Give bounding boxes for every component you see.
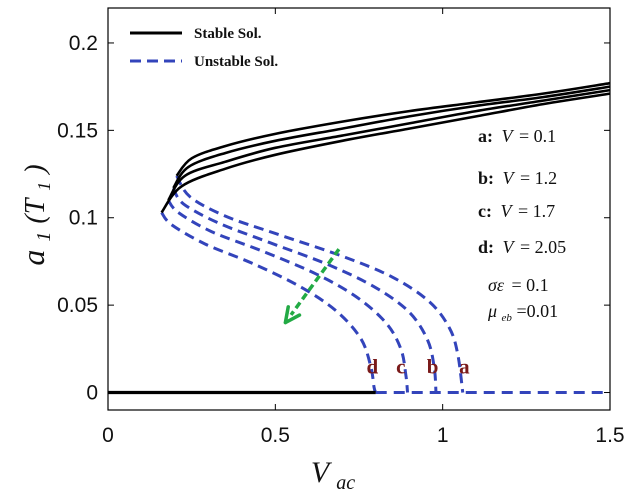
x-axis-title-sub: ac [336, 472, 355, 493]
y-axis-title-arg-sub: 1 [34, 182, 54, 191]
annotation-d: d: V = 2.05 [478, 237, 566, 257]
series-a-stable-line [175, 81, 611, 177]
plot-curves [108, 81, 611, 395]
constant-sigma-epsilon-var: σε [488, 275, 505, 295]
constant-mu-eb: μ eb =0.01 [487, 301, 558, 325]
annotation-a-value: = 0.1 [519, 126, 556, 146]
curve-label-a: a [459, 354, 470, 378]
x-axis-title: V ac [311, 456, 355, 493]
y-tick-label: 0.05 [57, 294, 98, 317]
y-axis-title-arg-close: ) [20, 164, 51, 175]
constant-mu-eb-sub: eb [502, 312, 513, 324]
legend-stable-label: Stable Sol. [194, 26, 262, 42]
parameter-annotations: a: V = 0.1 b: V = 1.2 c: V = 1.7 d: V = … [478, 126, 566, 325]
annotation-c: c: V = 1.7 [478, 201, 555, 221]
y-tick-label: 0.1 [69, 207, 98, 230]
series-b-unstable-line [171, 187, 438, 393]
x-tick-label: 0 [102, 424, 114, 447]
annotation-b-var: V [503, 168, 516, 188]
plot-frame [107, 7, 611, 411]
constant-sigma-epsilon: σε = 0.1 [488, 275, 549, 295]
series-a-unstable-line [175, 174, 465, 393]
annotation-b: b: V = 1.2 [478, 168, 557, 188]
trend-arrow [283, 248, 341, 325]
series-c-unstable-line [167, 199, 410, 393]
y-axis-title-sub: 1 [33, 232, 55, 242]
constant-sigma-epsilon-value: = 0.1 [511, 275, 548, 295]
y-axis-title: a 1 (T 1 ) [15, 164, 57, 265]
x-tick-label: 1.5 [595, 424, 624, 447]
trend-arrow-head [283, 305, 302, 325]
annotation-b-key: b: [478, 168, 494, 188]
annotation-a: a: V = 0.1 [478, 126, 556, 146]
annotation-d-var: V [503, 237, 516, 257]
annotation-d-value: = 2.05 [520, 237, 566, 257]
y-axis-title-arg: (T [20, 196, 51, 223]
series-d-stable-line [160, 92, 611, 214]
annotation-c-var: V [500, 201, 513, 221]
curve-label-b: b [427, 354, 439, 378]
annotation-c-key: c: [478, 201, 492, 221]
series-c-stable-line [167, 88, 611, 201]
y-axis-title-main: a [15, 250, 51, 266]
y-tick-label: 0.2 [69, 32, 98, 55]
trend-arrow-shaft [289, 248, 341, 316]
annotation-d-key: d: [478, 237, 494, 257]
annotation-a-var: V [502, 126, 515, 146]
annotation-a-key: a: [478, 126, 493, 146]
x-tick-label: 0.5 [261, 424, 290, 447]
curve-label-c: c [396, 354, 405, 378]
legend: Stable Sol. Unstable Sol. [130, 26, 278, 70]
axis-ticks: 0 0.5 1 1.5 0 0.05 0.1 0.15 0.2 [57, 8, 625, 447]
legend-unstable-label: Unstable Sol. [194, 54, 278, 70]
curve-label-d: d [367, 354, 379, 378]
constant-mu-eb-var: μ [487, 301, 497, 321]
y-tick-label: 0 [86, 382, 98, 405]
annotation-c-value: = 1.7 [518, 201, 555, 221]
y-tick-label: 0.15 [57, 119, 98, 142]
series-b-stable-line [172, 85, 611, 189]
x-axis-title-main: V [311, 456, 333, 489]
annotation-b-value: = 1.2 [520, 168, 557, 188]
x-tick-label: 1 [437, 424, 449, 447]
series-d-unstable-line [160, 211, 378, 394]
constant-mu-eb-value: =0.01 [516, 301, 558, 321]
